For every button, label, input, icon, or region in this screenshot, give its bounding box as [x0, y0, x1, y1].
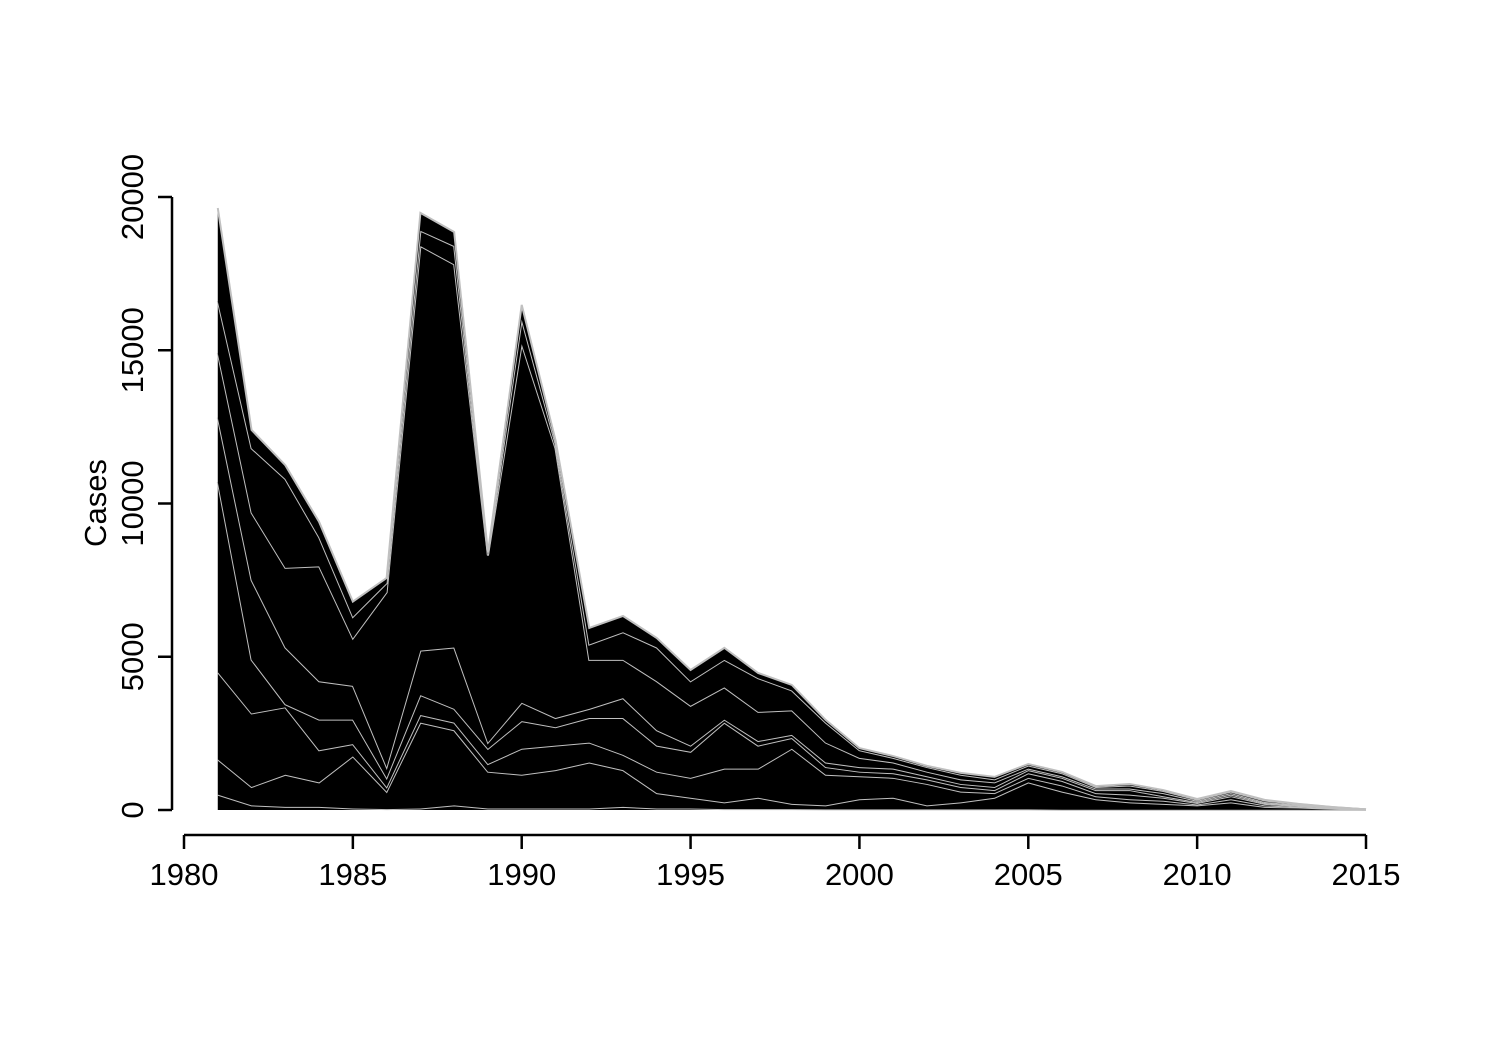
y-tick-label: 0	[115, 801, 150, 818]
area-edge	[216, 244, 1367, 811]
area	[217, 672, 1366, 810]
y-tick-label: 10000	[115, 460, 150, 546]
x-tick-label: 1980	[150, 857, 219, 892]
area	[217, 208, 1366, 810]
area	[217, 246, 1366, 810]
area	[217, 482, 1366, 810]
x-tick-label: 2010	[1163, 857, 1232, 892]
area	[217, 722, 1366, 810]
y-axis-title: Cases	[78, 459, 113, 547]
x-tick-label: 2005	[994, 857, 1063, 892]
x-tick-label: 2000	[825, 857, 894, 892]
y-tick-label: 5000	[115, 622, 150, 691]
x-tick-label: 2015	[1332, 857, 1401, 892]
x-tick-label: 1985	[318, 857, 387, 892]
y-tick-label: 15000	[115, 307, 150, 393]
area-edge	[216, 207, 1367, 811]
y-tick-label: 20000	[115, 154, 150, 240]
x-tick-label: 1995	[656, 857, 725, 892]
x-tick-label: 1990	[487, 857, 556, 892]
area	[217, 230, 1366, 810]
